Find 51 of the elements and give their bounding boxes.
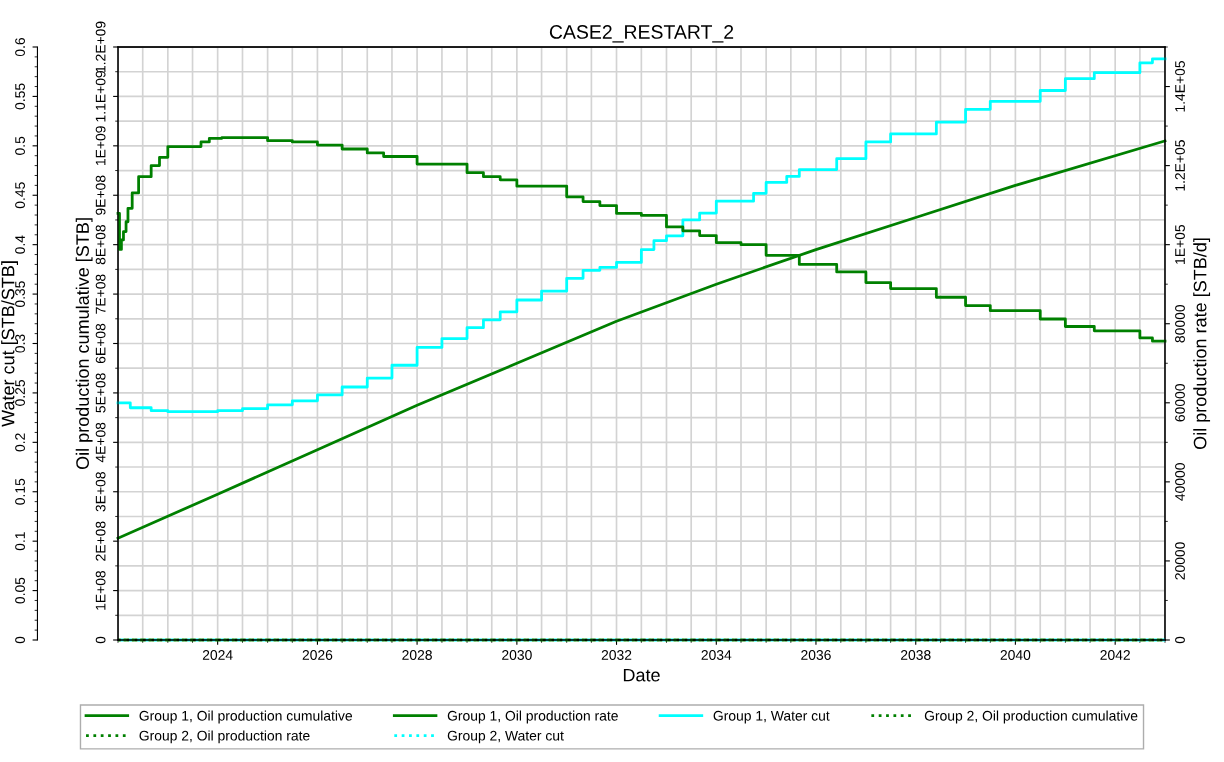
y-tick-label: 0 — [15, 636, 25, 644]
y-tick-label: 0.55 — [15, 83, 25, 110]
y-tick-label: 0.5 — [15, 136, 25, 155]
chart-title: CASE2_RESTART_2 — [549, 25, 734, 43]
y-tick-label: 0.4 — [15, 235, 25, 254]
x-tick-label: 2028 — [402, 650, 432, 660]
x-axis-title: Date — [623, 668, 660, 682]
legend-label: Group 2, Water cut — [447, 730, 564, 744]
y3-tick-label: 1.2E+05 — [1175, 140, 1185, 191]
x-tick-label: 2040 — [1000, 650, 1031, 660]
y3-tick-label: 80000 — [1175, 304, 1185, 343]
x-tick-label: 2032 — [601, 650, 632, 660]
y-tick-label: 0.15 — [15, 478, 25, 505]
y3-tick-label: 40000 — [1175, 463, 1185, 501]
x-tick-label: 2038 — [900, 650, 931, 660]
y2-tick-label: 7E+08 — [95, 274, 106, 314]
y2-axis-title: Oil production cumulative [STB] — [75, 218, 93, 470]
x-tick-label: 2042 — [1100, 650, 1130, 660]
legend-label: Group 1, Oil production cumulative — [139, 710, 353, 724]
legend-label: Group 2, Oil production rate — [139, 730, 310, 744]
y3-tick-label: 60000 — [1175, 384, 1185, 422]
x-tick-label: 2034 — [701, 650, 732, 660]
y2-tick-label: 1.1E+09 — [95, 71, 106, 122]
y2-tick-label: 1E+08 — [95, 570, 106, 610]
y3-tick-label: 1.4E+05 — [1175, 61, 1185, 112]
y3-tick-label: 0 — [1175, 636, 1185, 644]
legend-label: Group 1, Oil production rate — [447, 710, 618, 724]
y-tick-label: 0.2 — [15, 433, 25, 452]
y-tick-label: 0.1 — [15, 532, 25, 551]
y2-tick-label: 1.2E+09 — [95, 21, 106, 73]
y-tick-label: 0.05 — [15, 577, 25, 604]
y2-tick-label: 1E+09 — [95, 126, 106, 166]
y2-tick-label: 0 — [95, 636, 106, 644]
y2-tick-label: 6E+08 — [95, 323, 106, 364]
x-tick-label: 2036 — [801, 650, 831, 660]
y2-tick-label: 3E+08 — [95, 472, 106, 512]
x-tick-label: 2024 — [202, 650, 233, 660]
legend-label: Group 2, Oil production cumulative — [924, 710, 1138, 724]
y-tick-label: 0.45 — [15, 182, 25, 209]
legend-label: Group 1, Water cut — [713, 710, 830, 724]
x-tick-label: 2026 — [302, 650, 333, 660]
x-tick-label: 2030 — [502, 650, 532, 660]
y-tick-label: 0.6 — [15, 37, 25, 57]
y3-tick-label: 20000 — [1175, 542, 1185, 580]
y2-tick-label: 2E+08 — [95, 521, 106, 561]
y2-tick-label: 8E+08 — [95, 225, 106, 265]
y2-tick-label: 9E+08 — [95, 175, 106, 215]
y3-axis-title: Oil production rate [STB/d] — [1193, 238, 1211, 450]
y2-tick-label: 5E+08 — [95, 373, 106, 413]
y2-tick-label: 4E+08 — [95, 422, 106, 463]
y3-tick-label: 1E+05 — [1175, 224, 1185, 264]
